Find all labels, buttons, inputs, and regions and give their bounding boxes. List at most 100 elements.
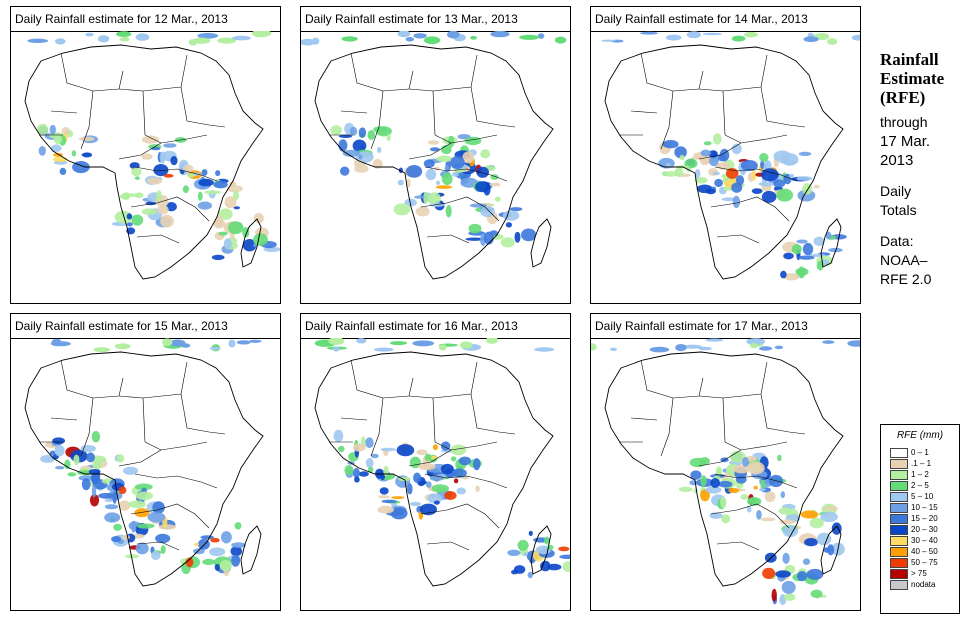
rain-blob (450, 456, 457, 462)
rain-blob (742, 457, 749, 467)
continent-outline (314, 44, 554, 280)
rain-blob (847, 340, 860, 347)
country-border (760, 393, 806, 435)
country-border (432, 361, 478, 399)
rain-blob (163, 173, 174, 178)
rain-blob (705, 338, 724, 342)
rain-blob (141, 135, 160, 144)
rain-blob (665, 163, 672, 169)
rain-blob (779, 519, 796, 525)
map-panel-17-mar: Daily Rainfall estimate for 17 Mar., 201… (590, 313, 861, 611)
country-border (426, 234, 470, 244)
rain-blob (36, 123, 49, 136)
rain-blob (610, 347, 617, 351)
country-border (80, 397, 94, 457)
legend-title: RFE (mm) (896, 430, 944, 441)
country-border (722, 361, 768, 399)
rain-blob (452, 171, 459, 177)
rain-blob (759, 153, 769, 162)
rain-blob (450, 156, 465, 169)
rain-blob (197, 32, 219, 39)
rain-blob (210, 537, 220, 543)
rain-blob (780, 491, 785, 499)
rain-blob (447, 31, 460, 39)
rain-blob (528, 530, 533, 536)
rain-blob (55, 38, 66, 45)
rainfall-field (40, 338, 262, 577)
map-panel-15-mar: Daily Rainfall estimate for 15 Mar., 201… (10, 313, 281, 611)
legend-entry: 1 – 2 (890, 469, 959, 480)
rain-blob (340, 166, 350, 176)
rain-blob (116, 454, 125, 463)
rain-blob (694, 168, 701, 179)
rain-blob (162, 338, 173, 347)
continent-outline (604, 44, 844, 280)
rain-blob (135, 542, 149, 555)
rain-blob (365, 437, 374, 449)
rain-blob (448, 135, 455, 148)
rain-blob (731, 143, 742, 155)
rain-blob (816, 532, 832, 546)
rain-blob (440, 463, 454, 475)
rain-blob (78, 475, 96, 481)
rain-blob (771, 588, 777, 602)
country-border (660, 90, 674, 150)
country-border (470, 393, 516, 435)
rain-blob (690, 470, 702, 480)
rain-blob (784, 593, 796, 601)
country-border (408, 142, 452, 160)
rain-blob (554, 36, 567, 44)
rain-blob (301, 38, 316, 46)
rain-blob (813, 184, 820, 189)
rain-blob (800, 510, 819, 519)
legend-swatch (890, 502, 908, 513)
rain-blob (558, 546, 570, 552)
rain-blob (132, 533, 145, 539)
rain-blob (367, 130, 376, 140)
rainfall-legend: RFE (mm) 0 – 1 .1 – 1 1 – 2 2 – 5 5 – 10 10 –… (880, 424, 960, 614)
rain-blob (773, 179, 786, 188)
rain-blob (747, 497, 762, 506)
rain-blob (413, 472, 422, 484)
rain-blob (200, 535, 214, 540)
rain-blob (424, 453, 432, 462)
rain-blob (502, 210, 520, 221)
rain-blob (356, 338, 367, 344)
rain-blob (358, 154, 363, 160)
rain-blob (226, 185, 243, 193)
country-border (408, 88, 436, 136)
rain-blob (777, 454, 782, 462)
rain-blob (517, 539, 529, 551)
rainfall-field (314, 338, 570, 579)
legend-label: 15 – 20 (911, 514, 938, 523)
rain-blob (253, 212, 264, 224)
rain-blob (778, 507, 792, 515)
map-caption: Rainfall Estimate (RFE) through 17 Mar. … (880, 50, 965, 289)
rain-blob (186, 173, 196, 178)
rain-blob (104, 504, 119, 510)
rain-blob (111, 536, 122, 543)
rainfall-field (301, 31, 567, 248)
rain-blob (197, 201, 213, 210)
rain-blob (170, 156, 178, 166)
rain-blob (380, 447, 397, 452)
rain-blob (146, 177, 162, 185)
rain-blob (483, 231, 494, 245)
rain-blob (427, 468, 445, 473)
rain-blob (537, 33, 545, 39)
rain-blob (412, 340, 435, 347)
rain-blob (490, 31, 510, 38)
country-border (434, 134, 498, 144)
country-border (640, 359, 704, 399)
rain-blob (341, 36, 358, 42)
rain-blob (375, 126, 392, 137)
rain-blob (731, 182, 743, 193)
rain-blob (135, 491, 154, 501)
rain-blob (354, 164, 369, 173)
country-border (470, 86, 516, 128)
rain-blob (746, 338, 766, 346)
rain-blob (118, 486, 127, 495)
rain-blob (91, 431, 101, 443)
rain-blob (365, 458, 374, 468)
rain-blob (78, 136, 95, 142)
